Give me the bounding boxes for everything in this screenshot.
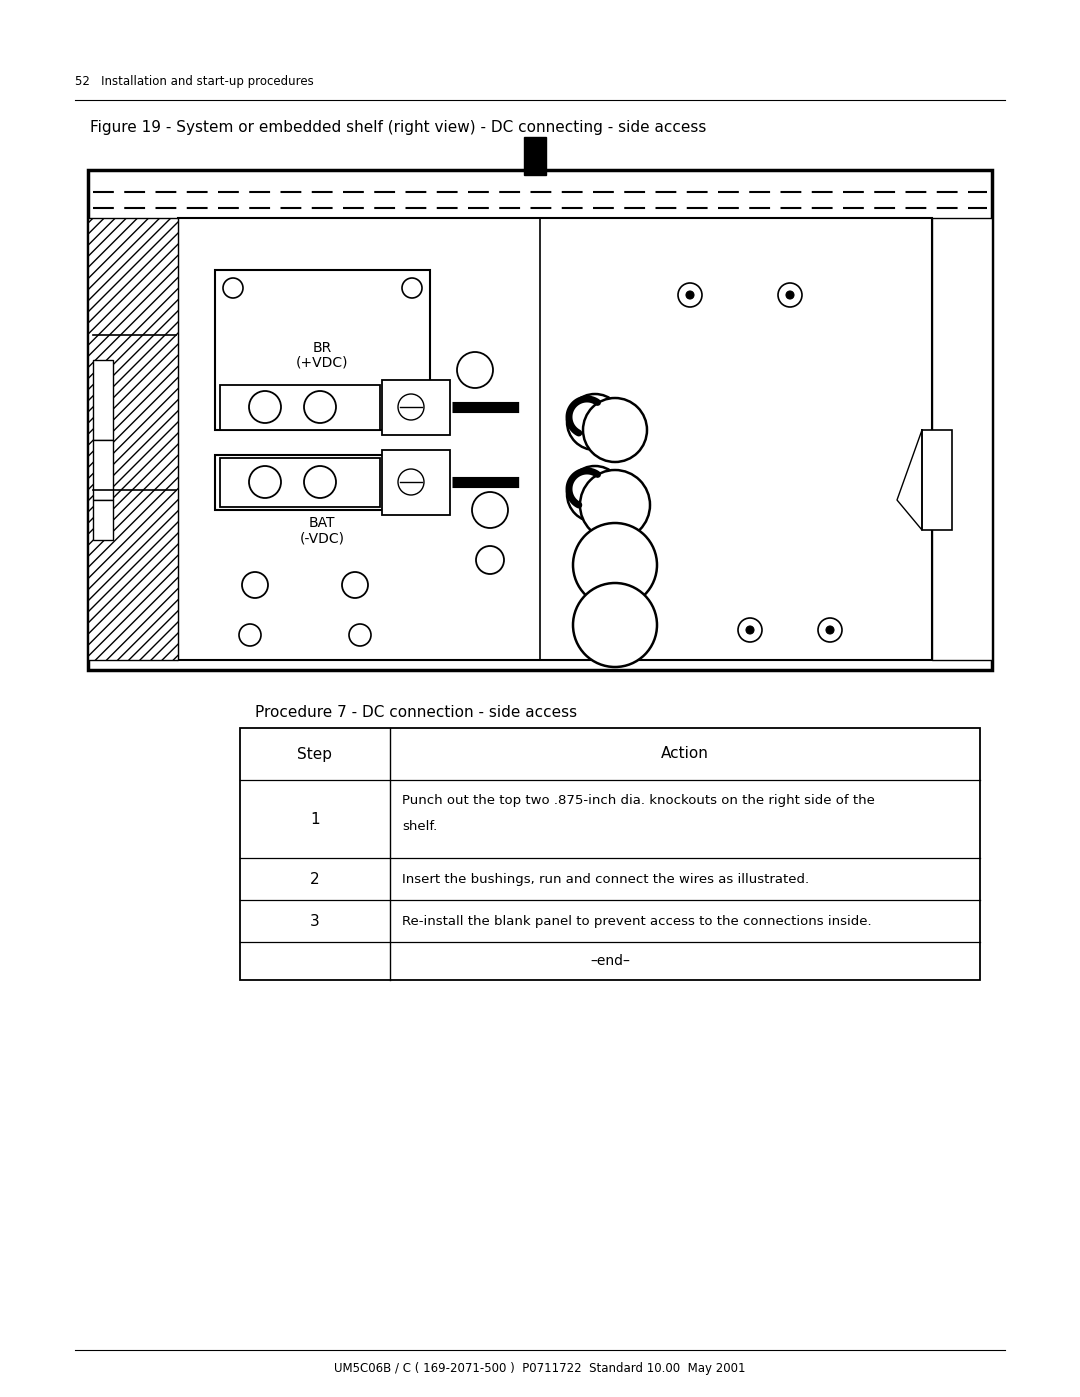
Bar — [382, 450, 450, 515]
Text: 52   Installation and start-up procedures: 52 Installation and start-up procedures — [75, 75, 314, 88]
Circle shape — [573, 522, 657, 608]
Circle shape — [242, 571, 268, 598]
Circle shape — [249, 467, 281, 497]
Bar — [93, 440, 113, 500]
Text: shelf.: shelf. — [402, 820, 437, 833]
Bar — [87, 170, 993, 671]
Text: BR: BR — [312, 341, 332, 355]
Bar — [932, 218, 993, 659]
Bar — [524, 137, 546, 175]
Text: 1: 1 — [310, 812, 320, 827]
Circle shape — [580, 469, 650, 541]
Circle shape — [567, 394, 623, 450]
Bar — [922, 430, 951, 529]
Circle shape — [457, 352, 492, 388]
Bar — [215, 455, 430, 510]
Text: (+VDC): (+VDC) — [296, 356, 348, 370]
Text: –end–: –end– — [590, 954, 630, 968]
Bar — [178, 218, 932, 659]
Bar — [215, 270, 430, 430]
Circle shape — [583, 398, 647, 462]
Text: 2: 2 — [310, 872, 320, 887]
Text: Punch out the top two .875-inch dia. knockouts on the right side of the: Punch out the top two .875-inch dia. kno… — [402, 793, 875, 807]
Circle shape — [239, 624, 261, 645]
Circle shape — [303, 467, 336, 497]
Text: Figure 19 - System or embedded shelf (right view) - DC connecting - side access: Figure 19 - System or embedded shelf (ri… — [90, 120, 706, 136]
Text: Procedure 7 - DC connection - side access: Procedure 7 - DC connection - side acces… — [255, 705, 577, 719]
Circle shape — [249, 391, 281, 423]
Text: BAT: BAT — [309, 515, 335, 529]
Circle shape — [342, 571, 368, 598]
Bar — [87, 218, 178, 659]
Circle shape — [472, 492, 508, 528]
Bar — [240, 728, 980, 981]
Circle shape — [399, 469, 424, 495]
Bar — [220, 458, 380, 507]
Circle shape — [303, 391, 336, 423]
Bar — [93, 500, 113, 541]
Circle shape — [476, 546, 504, 574]
Text: Action: Action — [661, 746, 708, 761]
Text: Step: Step — [297, 746, 333, 761]
Circle shape — [567, 467, 623, 522]
Bar — [382, 380, 450, 434]
Circle shape — [678, 284, 702, 307]
Bar — [220, 386, 380, 430]
Text: (-VDC): (-VDC) — [299, 531, 345, 545]
Circle shape — [778, 284, 802, 307]
Circle shape — [222, 278, 243, 298]
Text: Re-install the blank panel to prevent access to the connections inside.: Re-install the blank panel to prevent ac… — [402, 915, 872, 928]
Circle shape — [786, 291, 794, 299]
Circle shape — [746, 626, 754, 634]
Circle shape — [686, 291, 694, 299]
Bar — [93, 360, 113, 440]
Circle shape — [349, 624, 372, 645]
Circle shape — [573, 583, 657, 666]
Circle shape — [826, 626, 834, 634]
Text: UM5C06B / C ( 169-2071-500 )  P0711722  Standard 10.00  May 2001: UM5C06B / C ( 169-2071-500 ) P0711722 St… — [334, 1362, 746, 1375]
Circle shape — [818, 617, 842, 643]
Text: Insert the bushings, run and connect the wires as illustrated.: Insert the bushings, run and connect the… — [402, 873, 809, 886]
Circle shape — [738, 617, 762, 643]
Circle shape — [399, 394, 424, 420]
Text: 3: 3 — [310, 914, 320, 929]
Circle shape — [402, 278, 422, 298]
